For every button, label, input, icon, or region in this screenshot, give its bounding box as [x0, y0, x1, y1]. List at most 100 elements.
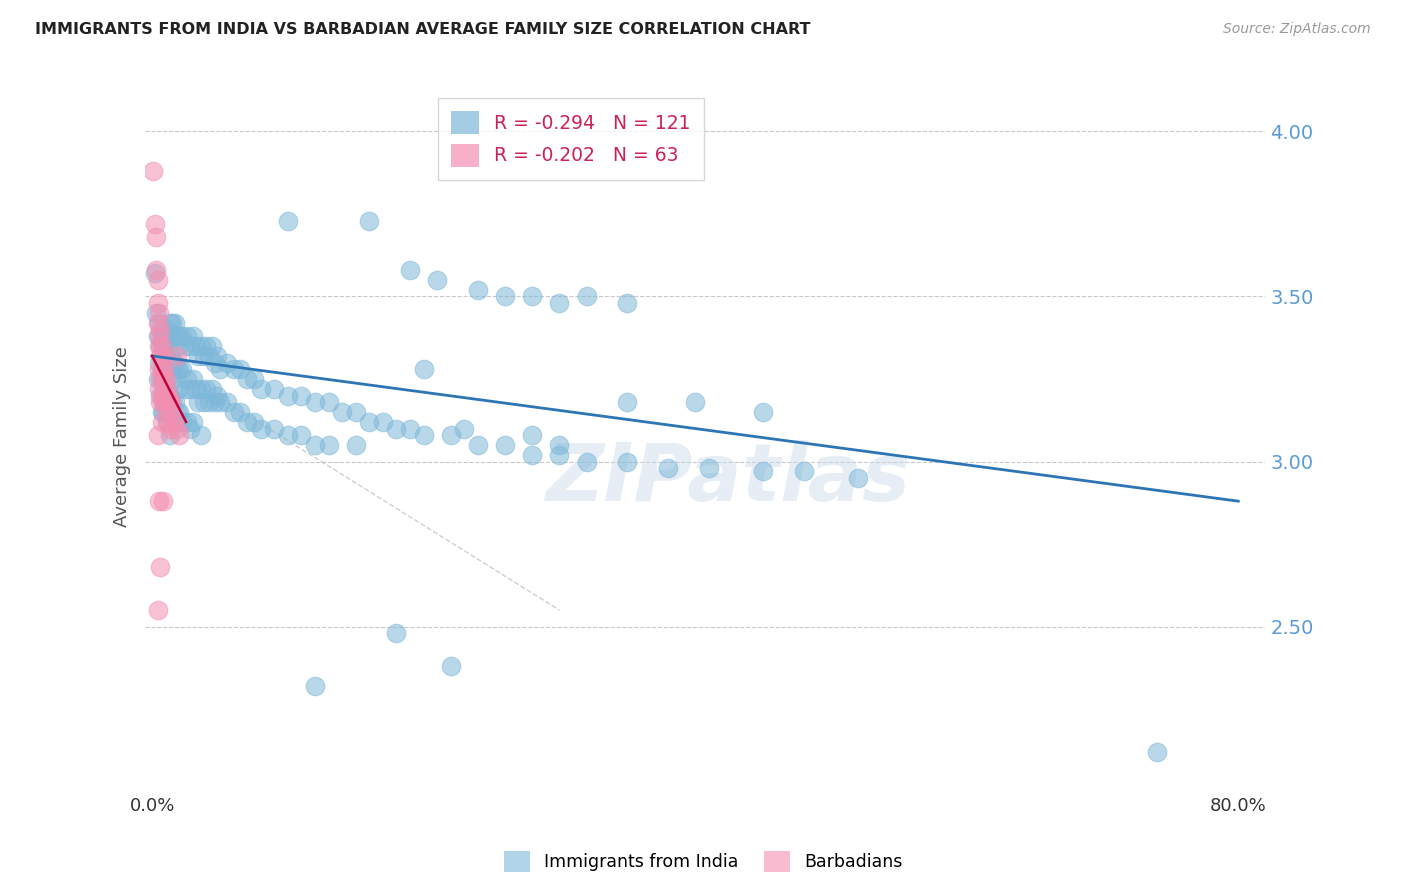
Point — [184, 382, 207, 396]
Point — [155, 395, 177, 409]
Point — [522, 448, 544, 462]
Point — [657, 461, 679, 475]
Point — [150, 329, 173, 343]
Point — [318, 395, 340, 409]
Point — [181, 329, 204, 343]
Point — [150, 388, 173, 402]
Point — [277, 428, 299, 442]
Point — [575, 454, 598, 468]
Point — [159, 395, 181, 409]
Point — [385, 626, 408, 640]
Point — [165, 395, 187, 409]
Point — [249, 382, 271, 396]
Point — [163, 415, 186, 429]
Point — [616, 395, 638, 409]
Point — [160, 395, 183, 409]
Point — [229, 362, 252, 376]
Y-axis label: Average Family Size: Average Family Size — [114, 346, 131, 527]
Point — [215, 355, 238, 369]
Point — [148, 306, 170, 320]
Point — [263, 421, 285, 435]
Point — [153, 388, 176, 402]
Point — [399, 421, 422, 435]
Point — [165, 355, 187, 369]
Point — [304, 679, 326, 693]
Point — [163, 372, 186, 386]
Point — [156, 415, 179, 429]
Point — [440, 428, 463, 442]
Point — [150, 362, 173, 376]
Point — [683, 395, 706, 409]
Point — [1146, 745, 1168, 759]
Point — [170, 415, 193, 429]
Point — [149, 322, 172, 336]
Point — [290, 388, 312, 402]
Point — [152, 405, 174, 419]
Legend: Immigrants from India, Barbadians: Immigrants from India, Barbadians — [496, 844, 910, 879]
Point — [195, 339, 218, 353]
Point — [157, 395, 180, 409]
Point — [167, 339, 190, 353]
Point — [156, 372, 179, 386]
Point — [304, 438, 326, 452]
Point — [162, 395, 184, 409]
Point — [204, 355, 226, 369]
Point — [190, 339, 212, 353]
Point — [697, 461, 720, 475]
Point — [181, 372, 204, 386]
Point — [150, 405, 173, 419]
Point — [159, 421, 181, 435]
Point — [453, 421, 475, 435]
Point — [170, 329, 193, 343]
Point — [236, 372, 259, 386]
Text: Source: ZipAtlas.com: Source: ZipAtlas.com — [1223, 22, 1371, 37]
Point — [167, 362, 190, 376]
Point — [152, 349, 174, 363]
Point — [190, 382, 212, 396]
Point — [166, 362, 188, 376]
Point — [193, 349, 215, 363]
Point — [208, 362, 231, 376]
Point — [184, 339, 207, 353]
Point — [148, 362, 170, 376]
Point — [143, 266, 166, 280]
Point — [145, 230, 167, 244]
Point — [243, 415, 266, 429]
Point — [793, 465, 815, 479]
Point — [263, 382, 285, 396]
Point — [176, 329, 198, 343]
Point — [149, 349, 172, 363]
Point — [152, 362, 174, 376]
Point — [146, 296, 169, 310]
Point — [846, 471, 869, 485]
Point — [181, 415, 204, 429]
Point — [173, 382, 195, 396]
Point — [150, 339, 173, 353]
Point — [166, 349, 188, 363]
Point — [277, 388, 299, 402]
Point — [193, 395, 215, 409]
Point — [412, 428, 434, 442]
Point — [167, 329, 190, 343]
Point — [162, 316, 184, 330]
Point — [165, 316, 187, 330]
Point — [522, 289, 544, 303]
Point — [179, 421, 201, 435]
Point — [142, 164, 165, 178]
Point — [204, 395, 226, 409]
Point — [344, 405, 367, 419]
Point — [304, 395, 326, 409]
Point — [148, 329, 170, 343]
Point — [198, 395, 221, 409]
Point — [160, 362, 183, 376]
Point — [222, 362, 245, 376]
Point — [155, 362, 177, 376]
Point — [162, 355, 184, 369]
Point — [440, 659, 463, 673]
Point — [152, 395, 174, 409]
Point — [157, 388, 180, 402]
Point — [208, 395, 231, 409]
Point — [156, 382, 179, 396]
Point — [344, 438, 367, 452]
Point — [148, 339, 170, 353]
